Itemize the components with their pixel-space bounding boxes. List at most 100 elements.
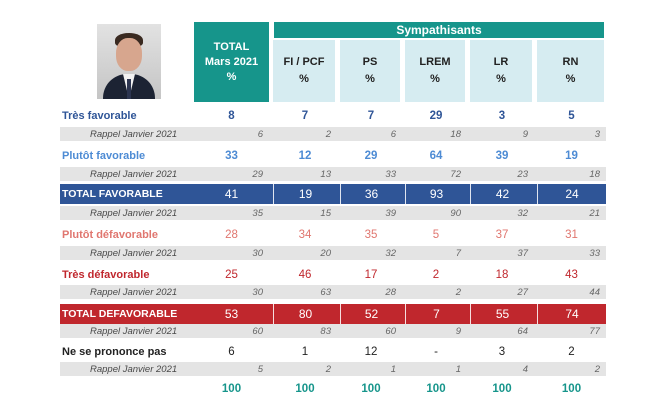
total-value-cell: 8 [228, 110, 235, 122]
party-value-cell: 18 [450, 128, 461, 140]
party-value-cell: 17 [364, 269, 378, 281]
party-value-cell: 43 [565, 269, 578, 281]
row-label: Rappel Janvier 2021 [90, 363, 178, 375]
portrait-photo [97, 24, 161, 99]
total-value-cell: 25 [225, 269, 238, 281]
party-value-cell: 1 [455, 363, 461, 375]
party-header-2: PS% [340, 40, 400, 102]
party-value-cell: 35 [364, 229, 378, 241]
total-value-cell: 30 [252, 286, 263, 298]
party-value-cell: 32 [385, 247, 396, 259]
total-value-cell: 30 [252, 247, 263, 259]
party-value-cell: 33 [385, 168, 396, 180]
party-value-cell: 64 [429, 150, 443, 162]
party-value-cell: 37 [517, 247, 528, 259]
party-value-cell: - [434, 346, 438, 358]
table-row: Très favorable 8 7 7 29 3 5 [60, 106, 606, 126]
party-value-cell: 39 [385, 207, 396, 219]
party-value-cell: 42 [470, 184, 534, 204]
party-value-cell: 36 [340, 184, 402, 204]
party-value-cell: 9 [522, 128, 528, 140]
party-value-cell: 24 [537, 184, 606, 204]
row-label: Très défavorable [62, 269, 150, 281]
party-header-4: LR% [470, 40, 532, 102]
row-label: Rappel Janvier 2021 [90, 325, 178, 337]
rappel-row: Rappel Janvier 2021 29 13 33 72 23 18 [60, 167, 606, 181]
table-row: Ne se prononce pas 6 1 12 - 3 2 [60, 342, 606, 362]
party-value-cell: 2 [568, 346, 575, 358]
party-value-cell: 77 [589, 325, 600, 337]
rappel-row: Rappel Janvier 2021 6 2 6 18 9 3 [60, 127, 606, 141]
total-value-cell: 53 [224, 307, 239, 321]
party-value-cell: 2 [594, 363, 600, 375]
party-value-cell: 23 [517, 168, 528, 180]
party-value-cell: 60 [385, 325, 396, 337]
party-name: FI / PCF [283, 56, 325, 68]
row-label: Plutôt défavorable [62, 229, 158, 241]
total-value-cell: 6 [257, 128, 263, 140]
total-value-cell: 29 [252, 168, 263, 180]
total-value-cell: 6 [228, 346, 235, 358]
party-value-cell: 18 [495, 269, 509, 281]
table-row: TOTAL DEFAVORABLE 53 80 52 7 55 74 [60, 304, 606, 324]
row-label: Plutôt favorable [62, 150, 146, 162]
party-value-cell: 21 [589, 207, 600, 219]
total-header-unit: % [226, 70, 237, 83]
party-value-cell: 2 [325, 363, 331, 375]
table-row: Plutôt favorable 33 12 29 64 39 19 [60, 146, 606, 166]
party-value-cell: 3 [498, 110, 506, 122]
row-label: Rappel Janvier 2021 [90, 286, 178, 298]
party-value-cell: 7 [405, 304, 467, 324]
party-value-cell: 5 [568, 110, 575, 122]
party-value-cell: 19 [273, 184, 337, 204]
party-value-cell: 100 [361, 383, 381, 395]
table-row: Très défavorable 25 46 17 2 18 43 [60, 265, 606, 285]
total-header-line1: TOTAL [213, 40, 250, 53]
row-label: TOTAL DEFAVORABLE [62, 308, 178, 320]
party-value-cell: 3 [594, 128, 600, 140]
row-label: Ne se prononce pas [62, 346, 167, 358]
party-unit: % [565, 73, 576, 85]
table-row: Plutôt défavorable 28 34 35 5 37 31 [60, 225, 606, 245]
party-name: RN [562, 56, 579, 68]
row-label: Très favorable [62, 110, 137, 122]
party-value-cell: 29 [429, 110, 443, 122]
row-label: Rappel Janvier 2021 [90, 247, 178, 259]
party-value-cell: 2 [455, 286, 461, 298]
party-header-5: RN% [537, 40, 604, 102]
party-value-cell: 39 [495, 150, 509, 162]
party-value-cell: 19 [565, 150, 578, 162]
party-value-cell: 31 [565, 229, 578, 241]
party-value-cell: 83 [320, 325, 331, 337]
party-value-cell: 29 [364, 150, 378, 162]
party-value-cell: 32 [517, 207, 528, 219]
rappel-row: Rappel Janvier 2021 30 63 28 2 27 44 [60, 285, 606, 299]
sympathisants-header: Sympathisants [274, 22, 604, 38]
party-value-cell: 37 [495, 229, 509, 241]
party-value-cell: 52 [340, 304, 402, 324]
party-value-cell: 15 [320, 207, 331, 219]
party-value-cell: 4 [522, 363, 528, 375]
party-value-cell: 12 [364, 346, 378, 358]
party-value-cell: 74 [537, 304, 606, 324]
party-value-cell: 7 [367, 110, 375, 122]
total-value-cell: 33 [225, 150, 238, 162]
party-value-cell: 100 [426, 383, 446, 395]
party-value-cell: 20 [320, 247, 331, 259]
table-row: TOTAL FAVORABLE 41 19 36 93 42 24 [60, 184, 606, 204]
party-value-cell: 7 [301, 110, 309, 122]
party-unit: % [430, 73, 440, 85]
party-value-cell: 44 [589, 286, 600, 298]
party-value-cell: 63 [320, 286, 331, 298]
party-name: PS [362, 56, 378, 68]
total-value-cell: 41 [224, 187, 239, 201]
party-unit: % [299, 73, 309, 85]
party-value-cell: 2 [325, 128, 331, 140]
party-value-cell: 27 [517, 286, 528, 298]
party-name: LR [493, 56, 509, 68]
party-unit: % [365, 73, 375, 85]
party-value-cell: 13 [320, 168, 331, 180]
party-value-cell: 5 [432, 229, 440, 241]
party-value-cell: 93 [405, 184, 467, 204]
